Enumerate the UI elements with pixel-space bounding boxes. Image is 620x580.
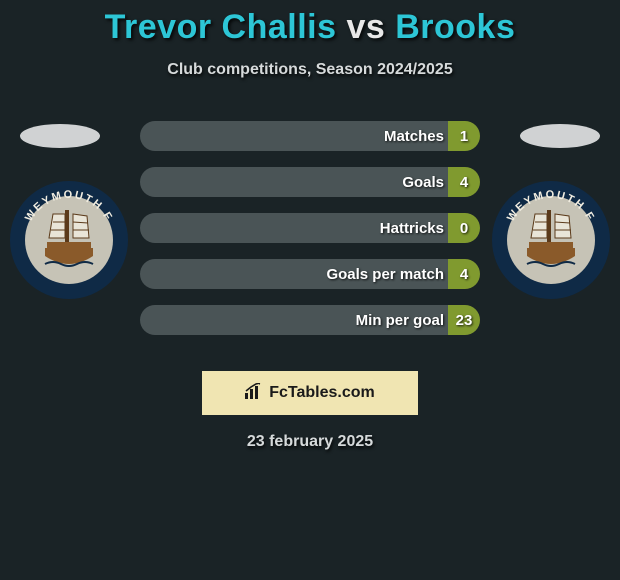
chart-icon [245, 383, 263, 404]
stat-row: Goals per match4 [140, 259, 480, 289]
stat-label: Matches [140, 121, 448, 151]
stat-value: 23 [448, 305, 480, 335]
stat-row: Min per goal23 [140, 305, 480, 335]
fctables-banner[interactable]: FcTables.com [202, 371, 418, 415]
player1-silhouette [20, 124, 100, 148]
player2-silhouette [520, 124, 600, 148]
page-title: Trevor Challis vs Brooks [0, 8, 620, 47]
stat-label: Goals [140, 167, 448, 197]
title-player2: Brooks [395, 8, 515, 46]
player1-crest: WEYMOUTH F [9, 180, 129, 300]
date-text: 23 february 2025 [0, 433, 620, 451]
banner-text: FcTables.com [269, 384, 375, 402]
stat-value: 4 [448, 167, 480, 197]
player2-crest: WEYMOUTH F [491, 180, 611, 300]
subtitle: Club competitions, Season 2024/2025 [0, 61, 620, 79]
stat-row: Hattricks0 [140, 213, 480, 243]
stat-row: Matches1 [140, 121, 480, 151]
stat-row: Goals4 [140, 167, 480, 197]
stat-value: 0 [448, 213, 480, 243]
stat-value: 1 [448, 121, 480, 151]
title-vs: vs [346, 8, 385, 46]
stat-value: 4 [448, 259, 480, 289]
stat-label: Hattricks [140, 213, 448, 243]
stat-label: Min per goal [140, 305, 448, 335]
stat-label: Goals per match [140, 259, 448, 289]
title-player1: Trevor Challis [105, 8, 337, 46]
